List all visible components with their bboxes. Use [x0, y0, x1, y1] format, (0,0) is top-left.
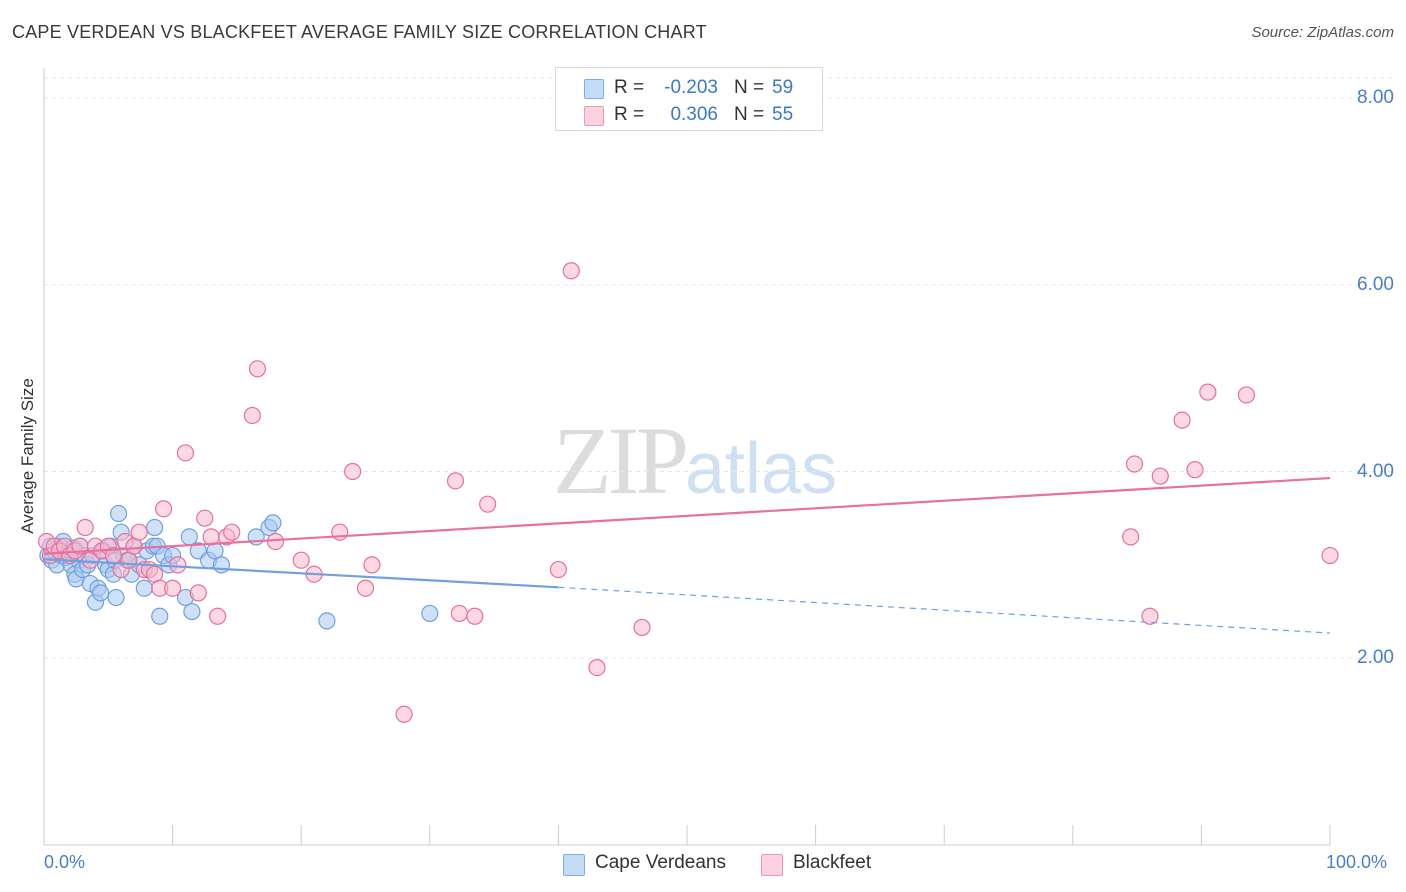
point-blackfeet — [266, 532, 285, 551]
point-blackfeet — [248, 360, 267, 378]
point-cape-verdean — [421, 604, 439, 623]
point-blackfeet — [1321, 546, 1339, 565]
point-blackfeet — [356, 579, 375, 597]
trend-line-cape-verdeans-extrapolated — [558, 586, 1331, 634]
point-blackfeet — [209, 607, 227, 625]
trend-line-cape-verdeans — [43, 558, 559, 589]
series-label: Blackfeet — [793, 852, 872, 873]
point-blackfeet — [562, 262, 580, 280]
series-swatch-pink — [761, 854, 783, 876]
point-blackfeet — [363, 556, 381, 574]
trend-line-blackfeet — [43, 476, 1331, 555]
y-tick-label: 8.00 — [1357, 87, 1394, 108]
point-blackfeet — [450, 604, 468, 623]
point-blackfeet — [1173, 411, 1191, 429]
series-swatch-blue — [563, 854, 585, 876]
watermark-zip: ZIP — [553, 407, 689, 514]
point-cape-verdean — [180, 528, 198, 546]
point-blackfeet — [164, 579, 182, 597]
point-blackfeet — [633, 618, 651, 637]
legend-row-cape-verdeans: R = -0.203 N = 59 — [556, 74, 822, 102]
watermark: ZIPatlas — [553, 405, 837, 516]
correlation-legend: R = -0.203 N = 59 R = 0.306 N = 55 — [555, 67, 823, 131]
point-blackfeet — [331, 523, 349, 541]
y-tick-label: 6.00 — [1357, 273, 1394, 295]
point-cape-verdean — [145, 518, 164, 537]
point-cape-verdean — [109, 504, 128, 523]
point-blackfeet — [189, 584, 207, 602]
point-blackfeet — [344, 462, 362, 481]
point-blackfeet — [395, 705, 413, 723]
legend-n-value: 59 — [772, 77, 794, 98]
y-tick-label: 2.00 — [1357, 647, 1394, 669]
legend-n-label: N = — [734, 77, 765, 98]
legend-row-blackfeet: R = 0.306 N = 55 — [556, 101, 822, 129]
point-blackfeet — [1151, 467, 1169, 485]
legend-n-value: 55 — [772, 104, 794, 125]
point-blackfeet — [130, 523, 148, 541]
point-blackfeet — [479, 495, 497, 513]
point-blackfeet — [1125, 455, 1144, 473]
point-blackfeet — [223, 523, 241, 541]
chart-title: CAPE VERDEAN VS BLACKFEET AVERAGE FAMILY… — [12, 22, 707, 42]
point-blackfeet — [196, 509, 214, 527]
point-cape-verdean — [264, 514, 282, 532]
point-blackfeet — [154, 500, 173, 518]
point-cape-verdean — [212, 556, 231, 574]
legend-r-label: R = — [614, 104, 645, 125]
legend-swatch-blue — [584, 79, 604, 99]
point-blackfeet — [549, 560, 568, 579]
point-blackfeet — [1237, 386, 1256, 404]
watermark-atlas: atlas — [685, 429, 838, 509]
point-blackfeet — [1199, 383, 1217, 401]
point-blackfeet — [292, 551, 310, 569]
point-cape-verdean — [183, 602, 201, 621]
legend-n-label: N = — [734, 104, 765, 125]
legend-swatch-pink — [584, 106, 604, 126]
point-blackfeet — [446, 472, 465, 490]
source-label: Source: ZipAtlas.com — [1251, 24, 1394, 41]
legend-r-value: 0.306 — [670, 104, 718, 125]
x-tick-label-min: 0.0% — [44, 852, 86, 872]
y-axis-label: Average Family Size — [18, 378, 37, 534]
point-blackfeet — [169, 556, 187, 574]
point-blackfeet — [76, 518, 94, 537]
point-blackfeet — [466, 607, 484, 625]
point-blackfeet — [1122, 528, 1140, 546]
series-label: Cape Verdeans — [595, 852, 726, 873]
point-blackfeet — [1186, 461, 1204, 479]
x-tick-label-max: 100.0% — [1326, 852, 1388, 872]
point-blackfeet — [1141, 607, 1159, 625]
point-cape-verdean — [91, 584, 110, 602]
legend-r-label: R = — [614, 77, 645, 98]
point-blackfeet — [243, 406, 261, 425]
point-cape-verdean — [107, 588, 125, 607]
point-cape-verdean — [151, 607, 169, 625]
point-blackfeet — [176, 444, 195, 462]
y-tick-label: 4.00 — [1357, 460, 1394, 482]
legend-r-value: -0.203 — [664, 77, 718, 98]
point-cape-verdean — [135, 579, 153, 597]
point-cape-verdean — [318, 612, 336, 630]
point-blackfeet — [588, 658, 606, 677]
